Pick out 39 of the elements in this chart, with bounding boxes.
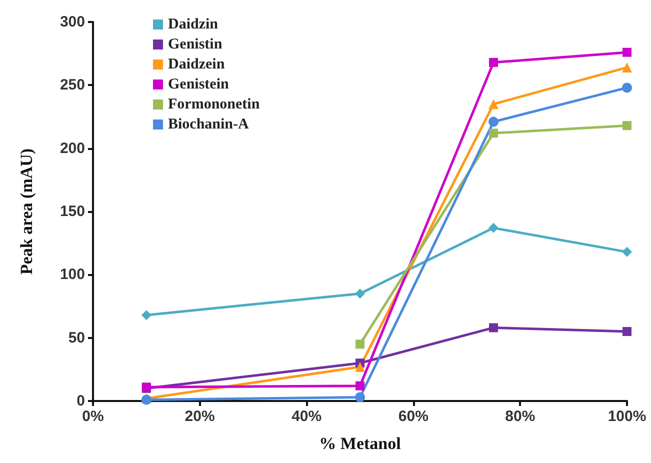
y-axis-title: Peak area (mAU) [17, 148, 36, 275]
point [356, 340, 364, 349]
y-tick-label: 300 [60, 14, 85, 30]
x-tick-label: 40% [292, 408, 322, 425]
legend-label: Daidzein [168, 56, 226, 72]
point [355, 392, 365, 402]
legend-label: Genistin [168, 36, 223, 52]
x-tick-label: 100% [608, 408, 646, 425]
point [622, 121, 632, 130]
x-tick-label: 60% [398, 408, 428, 425]
point [489, 128, 498, 138]
point [622, 327, 632, 336]
point [488, 99, 498, 110]
x-tick-label: 0% [82, 408, 104, 425]
x-tick-label: 20% [184, 408, 215, 425]
point [489, 323, 498, 332]
legend-label: Biochanin-A [168, 116, 250, 132]
y-tick-label: 250 [60, 76, 85, 94]
point [488, 222, 498, 233]
x-axis-title: % Metanol [319, 434, 402, 453]
legend-label: Formononetin [168, 96, 260, 112]
point [489, 58, 498, 67]
point [356, 381, 364, 390]
y-tick-label: 50 [68, 329, 85, 346]
point [488, 116, 498, 127]
legend-label: Genistein [168, 76, 230, 92]
point [355, 288, 365, 299]
point [622, 82, 632, 93]
point [622, 62, 632, 72]
point [622, 48, 632, 57]
y-tick-label: 0 [76, 392, 85, 410]
point [622, 246, 632, 257]
x-tick-label: 80% [505, 408, 536, 425]
y-tick-label: 100 [60, 266, 85, 284]
y-tick-label: 200 [60, 140, 85, 157]
point [141, 310, 152, 320]
point [355, 362, 365, 372]
legend-label: Daidzin [168, 16, 219, 32]
y-tick-label: 150 [60, 203, 85, 220]
